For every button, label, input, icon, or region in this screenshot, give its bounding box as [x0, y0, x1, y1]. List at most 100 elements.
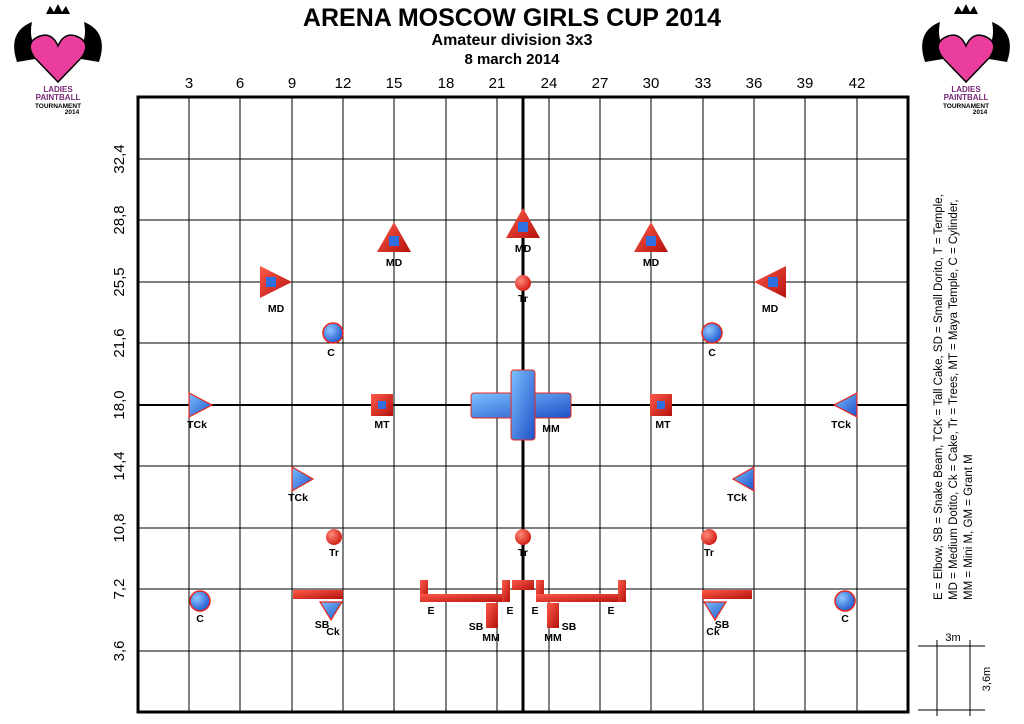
label-c: C: [841, 613, 849, 625]
label-mt: MT: [374, 419, 390, 431]
field-title: ARENA MOSCOW GIRLS CUP 2014: [302, 4, 722, 32]
legend: E = Elbow, SB = Snake Beam, TCK = Tall C…: [932, 140, 977, 600]
x-tick-label: 15: [386, 75, 403, 92]
label-tck: TCk: [831, 419, 851, 431]
label-sb: SB: [715, 619, 730, 631]
y-tick-label: 10,8: [111, 513, 128, 542]
label-sb: SB: [562, 621, 577, 633]
label-e: E: [531, 605, 538, 617]
logo-line3: TOURNAMENT: [35, 103, 81, 110]
obstacle-tall-cake: [832, 392, 858, 418]
scale-height-label: 3,6m: [981, 667, 993, 691]
logo-line2: PAINTBALL: [36, 93, 81, 102]
tournament-logo-left: LADIES PAINTBALL TOURNAMENT 2014: [14, 4, 102, 114]
obstacle-tree: [515, 529, 531, 545]
obstacle-tree: [515, 275, 531, 291]
obstacle-tree: [326, 529, 342, 545]
label-mm: MM: [544, 632, 562, 644]
label-c: C: [196, 613, 204, 625]
obstacle-cylinder: [189, 590, 211, 612]
y-tick-label: 28,8: [111, 205, 128, 234]
obstacle-mini-m: [486, 603, 498, 628]
label-md: MD: [268, 303, 285, 315]
logo-line1: LADIES: [951, 85, 981, 94]
obstacle-mini-m: [547, 603, 559, 628]
logo-line4: 2014: [973, 109, 988, 114]
label-md: MD: [386, 257, 403, 269]
x-tick-label: 36: [746, 75, 763, 92]
label-tr: Tr: [329, 547, 339, 559]
label-mt: MT: [655, 419, 671, 431]
label-tck: TCk: [727, 492, 747, 504]
obstacle-center-mm: [470, 369, 572, 441]
tournament-logo-right: LADIES PAINTBALL TOURNAMENT 2014: [922, 4, 1010, 114]
obstacle-tall-cake: [291, 465, 315, 493]
obstacle-cylinder: [701, 322, 723, 344]
x-tick-label: 42: [849, 75, 866, 92]
obstacle-elbow-line: [420, 580, 626, 602]
x-tick-label: 6: [236, 75, 244, 92]
scale-width-label: 3m: [945, 632, 960, 644]
obstacle-tree: [701, 529, 717, 545]
obstacle-cylinder: [322, 322, 344, 344]
x-tick-label: 9: [288, 75, 296, 92]
obstacle-maya-temple: [650, 394, 672, 416]
y-tick-label: 32,4: [111, 144, 128, 173]
x-tick-label: 30: [643, 75, 660, 92]
y-tick-label: 7,2: [111, 579, 128, 600]
field-date: 8 march 2014: [464, 51, 560, 68]
obstacle-maya-temple: [371, 394, 393, 416]
logo-line2: PAINTBALL: [944, 93, 989, 102]
label-e: E: [506, 605, 513, 617]
obstacle-cake: [318, 601, 344, 622]
x-tick-label: 33: [695, 75, 712, 92]
label-tck: TCk: [187, 419, 207, 431]
x-tick-label: 12: [335, 75, 352, 92]
label-md: MD: [643, 257, 660, 269]
label-e: E: [427, 605, 434, 617]
label-tr: Tr: [704, 547, 714, 559]
y-tick-label: 3,6: [111, 641, 128, 662]
obstacle-md: [754, 266, 786, 298]
label-ck: Ck: [706, 626, 720, 638]
x-tick-label: 21: [489, 75, 506, 92]
obstacle-cake: [702, 601, 728, 622]
scale-box: 3m 3,6m: [918, 632, 993, 716]
label-sb: SB: [315, 619, 330, 631]
obstacle-snake-beam: [293, 590, 343, 599]
label-sb: SB: [469, 621, 484, 633]
label-md: MD: [762, 303, 779, 315]
logo-line1: LADIES: [43, 85, 73, 94]
label-md: MD: [515, 243, 532, 255]
label-tr: Tr: [518, 547, 528, 559]
x-tick-label: 3: [185, 75, 193, 92]
obstacle-md: [506, 208, 540, 238]
obstacle-md: [634, 222, 668, 252]
logo-line4: 2014: [65, 109, 80, 114]
legend-line: E = Elbow, SB = Snake Beam, TCK = Tall C…: [933, 194, 945, 600]
y-tick-label: 14,4: [111, 451, 128, 480]
obstacle-cylinder: [834, 590, 856, 612]
y-tick-label: 25,5: [111, 267, 128, 296]
y-tick-label: 18,0: [111, 390, 128, 419]
label-ck: Ck: [326, 626, 340, 638]
label-tr: Tr: [518, 293, 528, 305]
obstacle-tall-cake: [188, 392, 214, 418]
field-subtitle: Amateur division 3x3: [431, 32, 593, 49]
label-mm: MM: [542, 423, 560, 435]
label-e: E: [607, 605, 614, 617]
x-tick-label: 27: [592, 75, 609, 92]
label-mm: MM: [482, 632, 500, 644]
y-tick-label: 21,6: [111, 328, 128, 357]
x-tick-label: 24: [541, 75, 558, 92]
label-c: C: [327, 347, 335, 359]
x-tick-label: 18: [438, 75, 455, 92]
obstacle-tall-cake: [731, 465, 755, 493]
x-tick-label: 39: [797, 75, 814, 92]
logo-line3: TOURNAMENT: [943, 103, 989, 110]
legend-line: MD = Medium Dotito, Ck = Cake, Tr = Tree…: [948, 199, 960, 600]
obstacle-md: [260, 266, 292, 298]
obstacle-md: [377, 222, 411, 252]
obstacle-snake-beam: [702, 590, 752, 599]
